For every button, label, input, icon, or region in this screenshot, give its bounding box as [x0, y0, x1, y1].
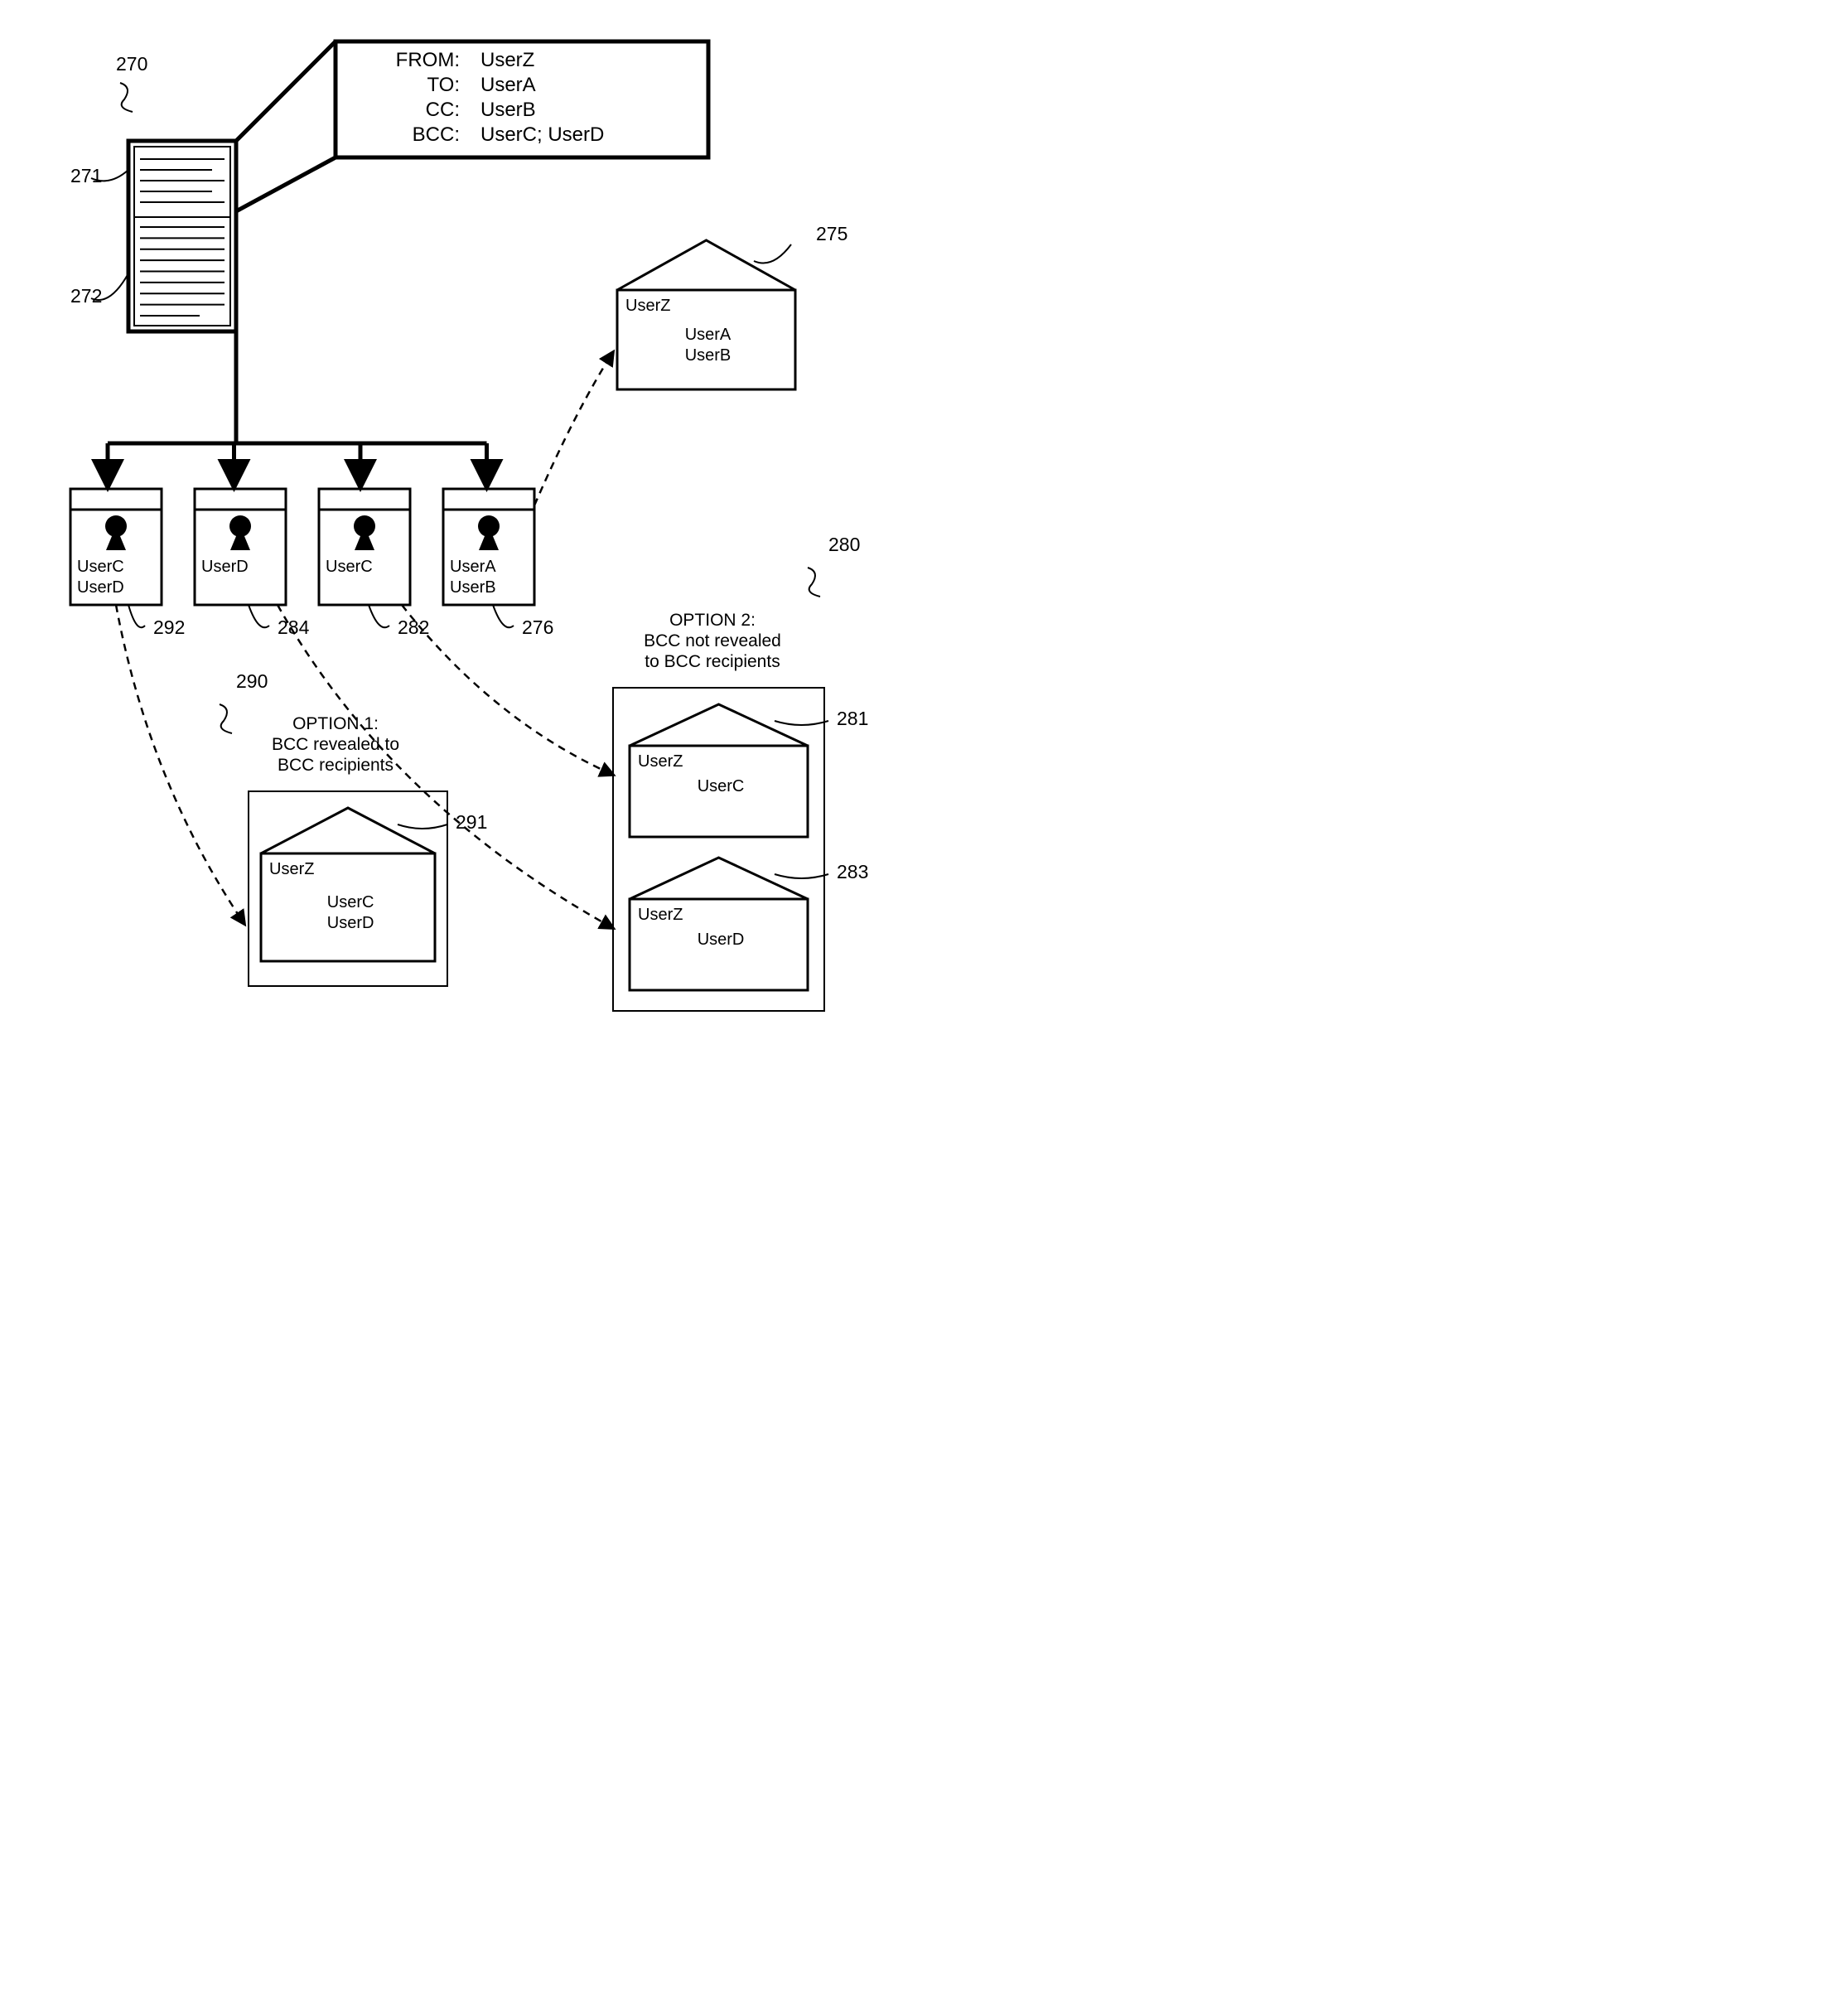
svg-text:UserB: UserB [480, 99, 536, 121]
svg-text:UserD: UserD [201, 558, 249, 576]
svg-text:BCC revealed to: BCC revealed to [272, 735, 399, 754]
svg-text:FROM:: FROM: [396, 49, 460, 71]
svg-text:UserZ: UserZ [638, 752, 683, 771]
svg-text:280: 280 [828, 534, 860, 555]
svg-text:UserB: UserB [685, 346, 732, 365]
svg-text:281: 281 [837, 708, 868, 729]
envelope: UserZ UserC [630, 704, 808, 837]
svg-text:UserB: UserB [450, 578, 496, 597]
svg-text:BCC not revealed: BCC not revealed [644, 631, 781, 650]
svg-text:UserA: UserA [480, 74, 536, 96]
svg-text:UserC: UserC [327, 893, 374, 911]
svg-text:UserA: UserA [450, 558, 496, 576]
svg-text:OPTION 1:: OPTION 1: [292, 714, 379, 733]
svg-text:UserC: UserC [77, 558, 124, 576]
locked-box: UserA UserB [443, 489, 534, 605]
svg-text:UserA: UserA [685, 326, 732, 344]
svg-text:to BCC recipients: to BCC recipients [645, 652, 780, 671]
envelope: UserZ UserC UserD [261, 808, 435, 961]
locked-box: UserD [195, 489, 286, 605]
svg-text:272: 272 [70, 285, 102, 307]
svg-text:UserZ: UserZ [480, 49, 534, 71]
svg-text:UserD: UserD [327, 914, 374, 932]
svg-text:282: 282 [398, 616, 429, 638]
svg-text:OPTION 2:: OPTION 2: [669, 611, 756, 630]
svg-text:271: 271 [70, 165, 102, 186]
svg-text:CC:: CC: [426, 99, 460, 121]
bcc-diagram: FROM: UserZ TO: UserA CC: UserB BCC: UserC; Use… [17, 17, 932, 1025]
svg-text:BCC:: BCC: [413, 123, 460, 146]
svg-text:BCC recipients: BCC recipients [278, 756, 394, 775]
svg-text:UserD: UserD [77, 578, 124, 597]
svg-text:284: 284 [278, 616, 310, 638]
svg-text:UserC: UserC [698, 777, 745, 795]
envelope: UserZ UserD [630, 858, 808, 990]
svg-text:283: 283 [837, 861, 868, 882]
svg-text:290: 290 [236, 670, 268, 692]
svg-text:292: 292 [153, 616, 185, 638]
svg-text:270: 270 [116, 53, 147, 75]
svg-text:UserZ: UserZ [625, 297, 670, 315]
svg-text:276: 276 [522, 616, 553, 638]
locked-box: UserC [319, 489, 410, 605]
svg-text:UserZ: UserZ [269, 860, 314, 878]
svg-text:TO:: TO: [427, 74, 460, 96]
svg-text:UserC: UserC [326, 558, 373, 576]
svg-text:UserD: UserD [698, 931, 745, 949]
svg-text:UserC; UserD: UserC; UserD [480, 123, 604, 146]
locked-box: UserC UserD [70, 489, 162, 605]
svg-text:275: 275 [816, 223, 847, 244]
svg-text:UserZ: UserZ [638, 906, 683, 924]
svg-text:291: 291 [456, 811, 487, 833]
